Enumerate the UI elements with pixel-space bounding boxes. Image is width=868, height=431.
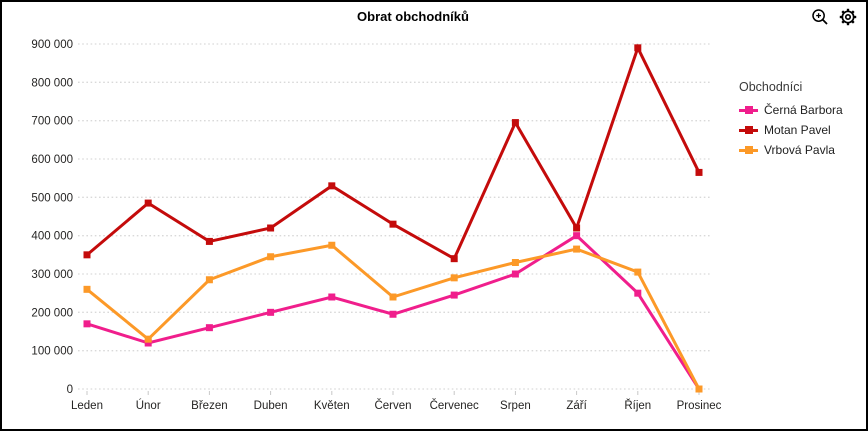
data-point-marker[interactable] bbox=[695, 385, 703, 393]
svg-text:600 000: 600 000 bbox=[31, 154, 73, 166]
data-point-marker[interactable] bbox=[450, 274, 458, 282]
data-point-marker[interactable] bbox=[144, 335, 152, 343]
legend-item[interactable]: Černá Barbora bbox=[739, 103, 843, 117]
svg-text:Duben: Duben bbox=[254, 400, 288, 412]
legend-marker-icon bbox=[739, 146, 758, 154]
svg-text:300 000: 300 000 bbox=[31, 269, 73, 281]
svg-text:Červenec: Červenec bbox=[430, 399, 479, 412]
data-point-marker[interactable] bbox=[389, 220, 397, 228]
legend-item-label: Vrbová Pavla bbox=[764, 143, 835, 157]
svg-text:200 000: 200 000 bbox=[31, 307, 73, 319]
zoom-in-icon[interactable] bbox=[810, 7, 830, 27]
chart-title: Obrat obchodníků bbox=[357, 9, 469, 24]
data-point-marker[interactable] bbox=[267, 308, 275, 316]
legend-item-label: Černá Barbora bbox=[764, 103, 843, 117]
data-point-marker[interactable] bbox=[695, 168, 703, 176]
data-point-marker[interactable] bbox=[83, 320, 91, 328]
legend-item[interactable]: Motan Pavel bbox=[739, 123, 843, 137]
data-point-marker[interactable] bbox=[328, 182, 336, 190]
svg-text:Květen: Květen bbox=[314, 400, 350, 412]
svg-text:800 000: 800 000 bbox=[31, 77, 73, 89]
legend-items: Černá Barbora Motan Pavel Vrbová Pavla bbox=[739, 103, 843, 157]
svg-text:Srpen: Srpen bbox=[500, 400, 531, 412]
header-toolbar bbox=[810, 7, 858, 27]
legend-marker-icon bbox=[739, 106, 758, 114]
y-axis-labels: 0 100 000 200 000 300 000 400 000 500 000 600 … bbox=[31, 39, 73, 396]
legend: Obchodníci Černá Barbora Motan Pavel Vrbov… bbox=[739, 80, 843, 163]
data-point-marker[interactable] bbox=[450, 291, 458, 299]
data-point-marker[interactable] bbox=[634, 44, 642, 52]
svg-text:Březen: Březen bbox=[191, 400, 227, 412]
data-point-marker[interactable] bbox=[328, 293, 336, 301]
svg-text:0: 0 bbox=[67, 384, 73, 396]
data-point-marker[interactable] bbox=[511, 259, 519, 266]
x-axis-ticks bbox=[86, 391, 700, 395]
data-point-marker[interactable] bbox=[573, 232, 581, 240]
settings-gear-icon[interactable] bbox=[838, 7, 858, 27]
data-point-marker[interactable] bbox=[267, 224, 275, 232]
svg-text:Červen: Červen bbox=[374, 399, 411, 412]
legend-item[interactable]: Vrbová Pavla bbox=[739, 143, 843, 157]
svg-text:Září: Září bbox=[566, 400, 587, 412]
svg-text:700 000: 700 000 bbox=[31, 116, 73, 128]
data-point-marker[interactable] bbox=[634, 289, 642, 297]
legend-marker-icon bbox=[739, 126, 758, 134]
data-point-marker[interactable] bbox=[83, 285, 91, 293]
data-point-marker[interactable] bbox=[205, 276, 213, 284]
data-point-marker[interactable] bbox=[144, 339, 152, 347]
data-point-marker[interactable] bbox=[573, 224, 581, 232]
data-point-marker[interactable] bbox=[573, 245, 581, 253]
svg-text:400 000: 400 000 bbox=[31, 231, 73, 243]
svg-text:900 000: 900 000 bbox=[31, 39, 73, 51]
svg-text:Únor: Únor bbox=[136, 399, 161, 412]
data-point-marker[interactable] bbox=[450, 255, 458, 263]
legend-title: Obchodníci bbox=[739, 80, 803, 94]
data-point-marker[interactable] bbox=[83, 251, 91, 259]
data-point-marker[interactable] bbox=[267, 253, 275, 261]
data-point-marker[interactable] bbox=[511, 270, 519, 278]
series-Motan Pavel bbox=[83, 43, 703, 263]
svg-text:Prosinec: Prosinec bbox=[677, 400, 722, 412]
data-point-marker[interactable] bbox=[205, 324, 213, 332]
svg-text:Říjen: Říjen bbox=[624, 399, 651, 412]
svg-text:100 000: 100 000 bbox=[31, 346, 73, 358]
svg-text:500 000: 500 000 bbox=[31, 192, 73, 204]
data-point-marker[interactable] bbox=[511, 119, 519, 127]
gridlines bbox=[78, 43, 710, 390]
legend-item-label: Motan Pavel bbox=[764, 123, 831, 137]
data-point-marker[interactable] bbox=[144, 199, 152, 207]
svg-text:Leden: Leden bbox=[71, 400, 103, 412]
x-axis-labels: Leden Únor Březen Duben Květen Červen Červenec… bbox=[71, 399, 722, 412]
data-point-marker[interactable] bbox=[205, 237, 213, 245]
data-point-marker[interactable] bbox=[389, 293, 397, 301]
data-point-marker[interactable] bbox=[328, 241, 336, 249]
data-point-marker[interactable] bbox=[634, 268, 642, 276]
series-Vrbová Pavla bbox=[83, 241, 703, 393]
data-point-marker[interactable] bbox=[389, 310, 397, 318]
